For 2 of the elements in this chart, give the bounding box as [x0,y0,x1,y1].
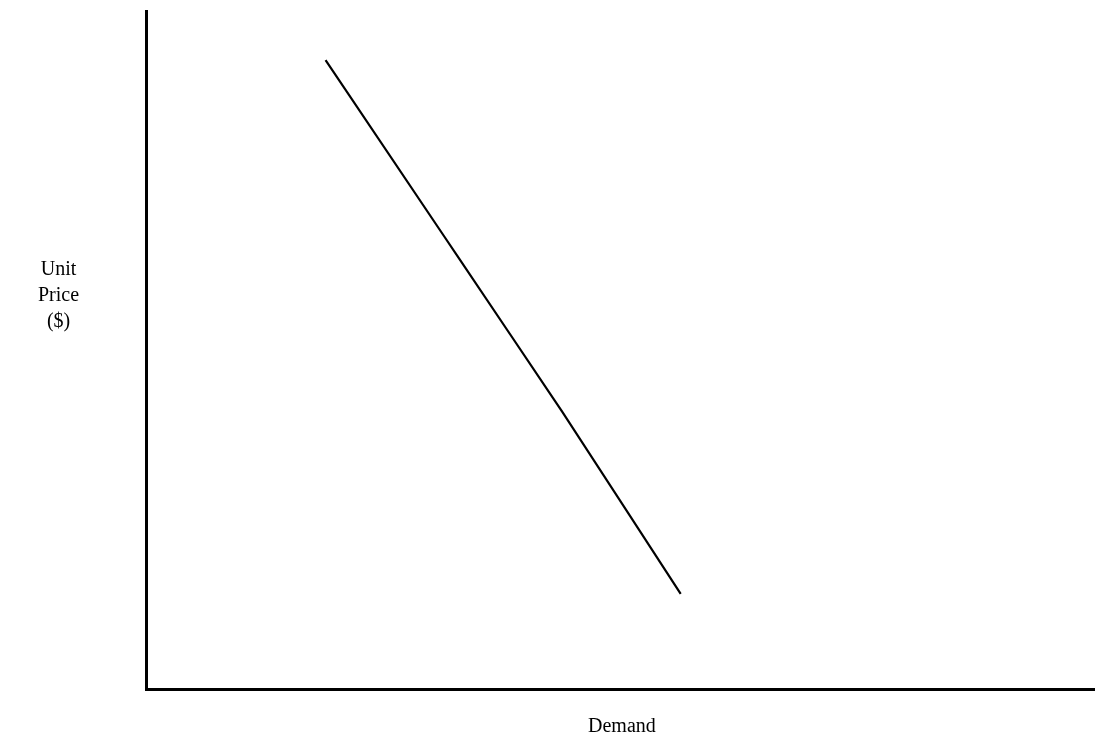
x-axis-title: Demand [588,714,656,736]
y-axis-title: Unit Price ($) [38,257,80,332]
